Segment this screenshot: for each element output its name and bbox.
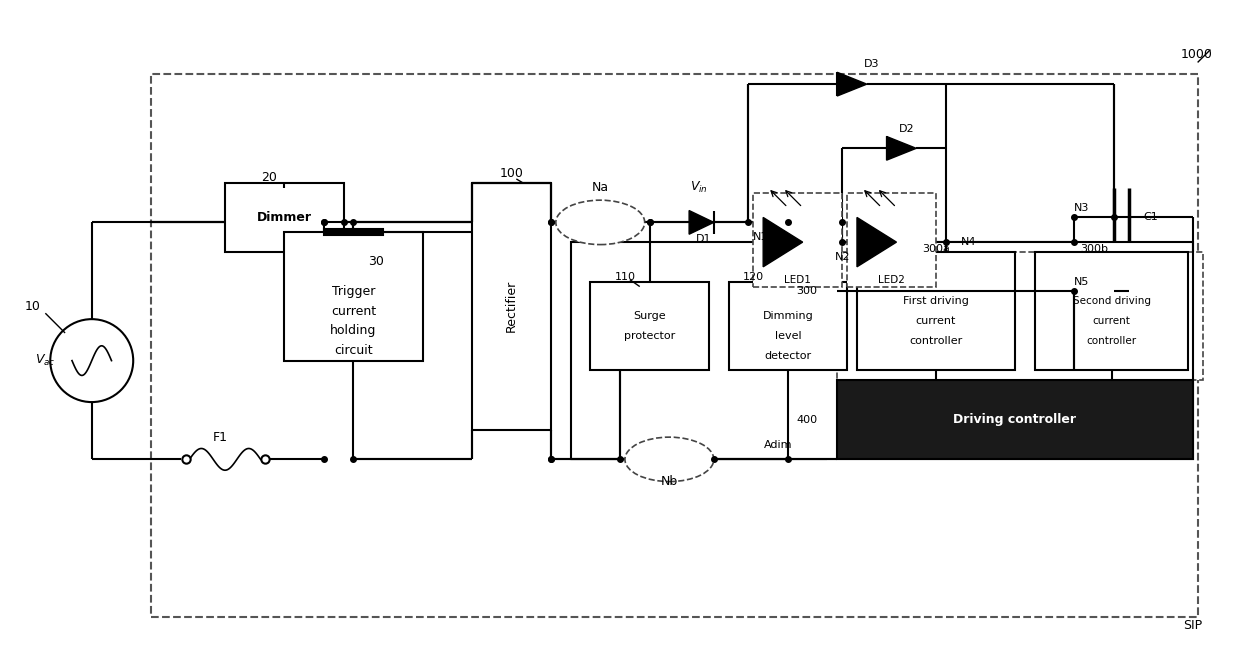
Text: Adim: Adim	[764, 440, 792, 449]
Text: C1: C1	[1143, 212, 1158, 223]
Text: N5: N5	[1074, 276, 1090, 287]
Bar	[837, 380, 1193, 459]
Text: level: level	[775, 331, 801, 341]
Text: current: current	[1092, 316, 1131, 326]
Bar	[224, 183, 343, 252]
Text: current: current	[916, 316, 956, 326]
Text: Rectifier: Rectifier	[505, 280, 518, 332]
Text: 300a: 300a	[923, 244, 950, 254]
Bar	[847, 193, 936, 287]
Text: First driving: First driving	[903, 296, 968, 306]
Bar	[570, 242, 1193, 459]
Text: 10: 10	[25, 300, 41, 313]
Text: 120: 120	[743, 272, 764, 282]
Text: controller: controller	[909, 336, 962, 346]
Text: D2: D2	[899, 124, 914, 134]
Text: Nb: Nb	[661, 475, 678, 488]
Polygon shape	[837, 72, 867, 96]
Text: 400: 400	[796, 415, 817, 425]
Text: current: current	[331, 305, 376, 318]
Text: Trigger: Trigger	[332, 285, 374, 298]
Text: N3: N3	[1074, 202, 1090, 213]
Bar	[729, 282, 847, 370]
Ellipse shape	[556, 200, 645, 245]
Text: SIP: SIP	[1183, 619, 1203, 632]
Text: circuit: circuit	[334, 344, 373, 357]
Polygon shape	[763, 217, 802, 267]
Text: 300: 300	[796, 286, 817, 297]
Polygon shape	[857, 217, 897, 267]
Text: 100: 100	[500, 167, 523, 180]
Text: Second driving: Second driving	[1073, 296, 1151, 306]
Polygon shape	[887, 136, 916, 160]
Text: Surge: Surge	[634, 311, 666, 321]
Text: controller: controller	[1086, 336, 1137, 346]
Bar	[590, 282, 709, 370]
Bar	[837, 252, 1203, 380]
Text: protector: protector	[624, 331, 676, 341]
Text: 30: 30	[368, 255, 384, 268]
Bar	[324, 229, 383, 235]
Text: F1: F1	[212, 431, 228, 444]
Polygon shape	[689, 211, 714, 234]
Text: 1000: 1000	[1180, 48, 1213, 61]
Bar	[151, 74, 1198, 617]
Text: Na: Na	[591, 181, 609, 194]
Text: LED1: LED1	[784, 275, 811, 285]
Bar	[472, 183, 551, 430]
Text: Driving controller: Driving controller	[954, 413, 1076, 426]
Bar	[857, 252, 1016, 370]
Text: 300b: 300b	[1080, 244, 1109, 254]
Text: D3: D3	[864, 59, 879, 69]
Text: 110: 110	[615, 272, 635, 282]
Text: 20: 20	[262, 171, 278, 184]
Text: N1: N1	[753, 232, 769, 242]
Text: $V_{in}$: $V_{in}$	[689, 180, 708, 196]
Text: Dimmer: Dimmer	[257, 211, 311, 224]
Bar	[753, 193, 842, 287]
Text: detector: detector	[764, 351, 811, 361]
Text: N4: N4	[961, 237, 976, 247]
Text: D1: D1	[696, 234, 712, 244]
Text: holding: holding	[330, 325, 377, 338]
Text: $V_{ac}$: $V_{ac}$	[35, 353, 56, 368]
Text: LED2: LED2	[878, 275, 905, 285]
Bar	[284, 232, 423, 361]
Text: N2: N2	[835, 252, 849, 262]
Bar	[1034, 252, 1188, 370]
Ellipse shape	[625, 437, 714, 482]
Text: Dimming: Dimming	[763, 311, 813, 321]
